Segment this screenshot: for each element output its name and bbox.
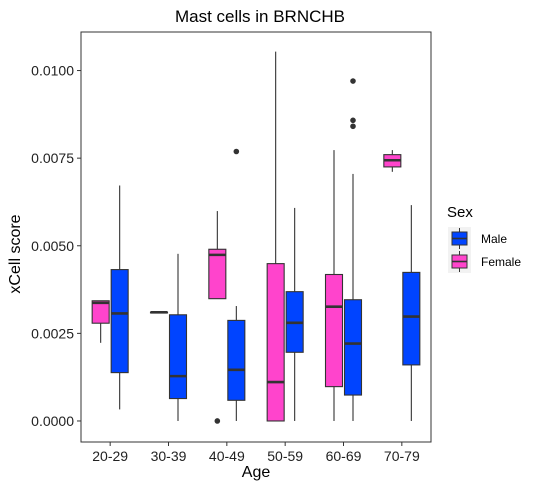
y-tick-label: 0.0075 <box>31 150 74 166</box>
box-male-60-69 <box>343 78 363 421</box>
x-tick-label: 70-79 <box>384 448 420 464</box>
box-male-40-49 <box>227 148 246 421</box>
legend-item-male: Male <box>448 227 507 250</box>
x-tick-label: 40-49 <box>209 448 245 464</box>
box-male-30-39 <box>168 253 188 421</box>
y-axis: 0.0000 0.0025 0.0050 0.0075 0.0100 <box>31 63 81 429</box>
box-female-40-49 <box>208 211 227 424</box>
outlier-point <box>350 123 356 130</box>
box-iqr <box>324 273 344 388</box>
x-tick-label: 50-59 <box>267 448 303 464</box>
box-iqr <box>208 248 227 300</box>
legend-label: Female <box>481 255 521 269</box>
box-female-30-39 <box>149 311 169 314</box>
y-axis-title: xCell score <box>7 214 24 293</box>
legend: Sex Male Female <box>447 204 521 273</box>
x-tick-label: 60-69 <box>326 448 362 464</box>
y-tick-label: 0.0100 <box>31 63 74 79</box>
y-tick-label: 0.0000 <box>31 413 74 429</box>
outlier-point <box>350 117 356 124</box>
legend-title: Sex <box>447 204 473 221</box>
box-male-20-29 <box>110 185 129 410</box>
x-axis: 20-29 30-39 40-49 50-59 60-69 70-79 <box>92 442 420 464</box>
box-male-50-59 <box>285 207 304 421</box>
x-axis-title: Age <box>242 464 271 481</box>
legend-item-female: Female <box>448 250 521 273</box>
box-female-20-29 <box>91 300 110 343</box>
box-female-60-69 <box>324 150 344 421</box>
outlier-point <box>233 148 240 155</box>
box-male-70-79 <box>402 205 421 421</box>
boxes-layer <box>91 51 421 424</box>
y-tick-label: 0.0050 <box>31 238 74 254</box>
legend-label: Male <box>481 232 507 246</box>
outlier-point <box>214 418 221 424</box>
box-iqr <box>168 314 188 400</box>
chart-title: Mast cells in BRNCHB <box>175 7 345 26</box>
box-female-50-59 <box>266 51 285 422</box>
box-iqr <box>110 269 129 374</box>
box-iqr <box>266 263 285 422</box>
box-iqr <box>402 271 421 366</box>
box-female-70-79 <box>383 150 402 172</box>
x-tick-label: 20-29 <box>92 448 128 464</box>
y-tick-label: 0.0025 <box>31 325 74 341</box>
box-iqr <box>343 299 363 396</box>
box-iqr <box>227 319 246 401</box>
legend-items: Male Female <box>448 227 521 273</box>
x-tick-label: 30-39 <box>151 448 187 464</box>
plot-panel <box>80 31 432 443</box>
box-iqr <box>91 300 110 324</box>
outlier-point <box>350 78 356 84</box>
